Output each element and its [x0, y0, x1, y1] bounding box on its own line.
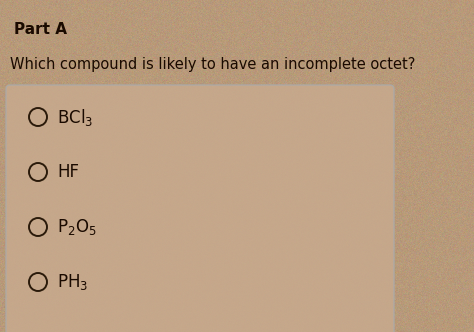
Text: P$_2$O$_5$: P$_2$O$_5$	[57, 217, 97, 237]
Text: BCl$_3$: BCl$_3$	[57, 107, 93, 127]
Text: Which compound is likely to have an incomplete octet?: Which compound is likely to have an inco…	[10, 57, 415, 72]
Text: Part A: Part A	[14, 22, 67, 37]
Text: HF: HF	[57, 163, 79, 181]
Text: PH$_3$: PH$_3$	[57, 272, 88, 292]
FancyBboxPatch shape	[6, 85, 394, 332]
